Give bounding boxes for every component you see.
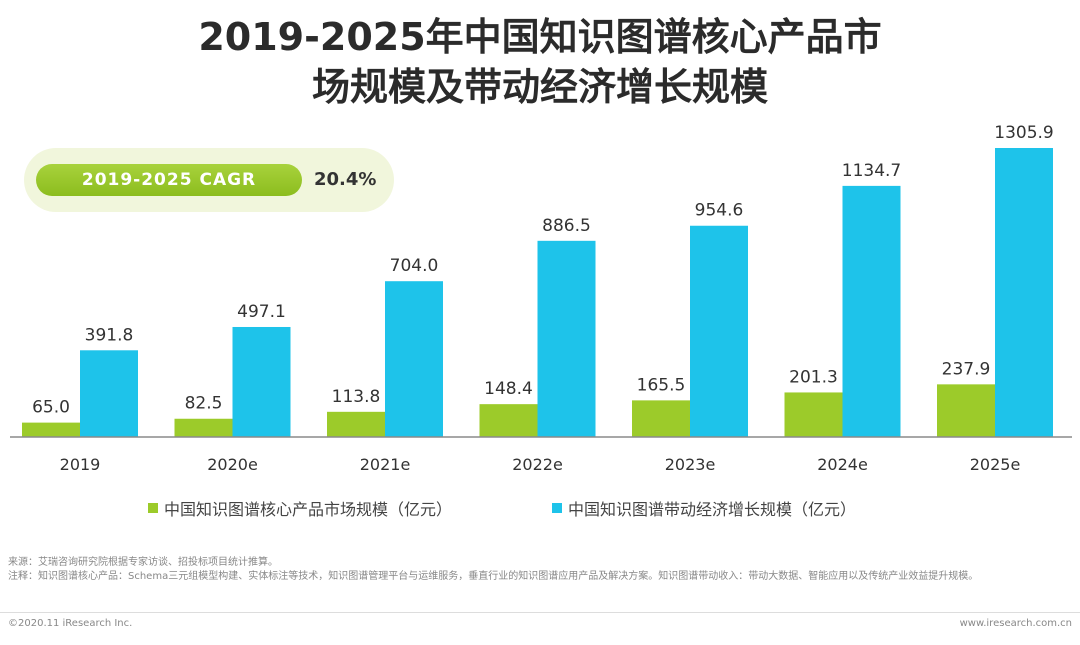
definition-note: 注释：知识图谱核心产品：Schema三元组模型构建、实体标注等技术，知识图谱管理… [8, 571, 979, 582]
core-label-2025e: 237.9 [942, 359, 991, 379]
core-bar-2019 [22, 422, 80, 437]
cagr-value: 20.4% [314, 169, 377, 190]
x-tick-2024e: 2024e [817, 455, 868, 474]
bar-chart: 65.0 391.8 2019 82.5 497.1 2020e 113.8 704.0 202… [10, 123, 1072, 474]
x-tick-2019: 2019 [60, 455, 101, 474]
driven-bar-2024e [842, 185, 901, 437]
driven-label-2019: 391.8 [85, 325, 134, 345]
x-tick-2023e: 2023e [665, 455, 716, 474]
chart-title-line2: 场规模及带动经济增长规模 [311, 65, 768, 109]
driven-bar-2023e [690, 225, 748, 437]
cagr-label: 2019-2025 CAGR [36, 164, 302, 196]
legend-label-core: 中国知识图谱核心产品市场规模（亿元） [164, 500, 453, 519]
core-label-2020e: 82.5 [185, 394, 223, 414]
driven-label-2022e: 886.5 [542, 216, 591, 236]
driven-label-2021e: 704.0 [390, 256, 439, 276]
driven-label-2024e: 1134.7 [842, 161, 901, 181]
legend-item-driven: 中国知识图谱带动经济增长规模（亿元） [552, 496, 856, 520]
legend-item-core: 中国知识图谱核心产品市场规模（亿元） [148, 496, 452, 520]
core-label-2021e: 113.8 [332, 387, 381, 407]
core-bar-2022e [479, 404, 538, 437]
driven-label-2025e: 1305.9 [994, 123, 1053, 143]
core-bar-2023e [632, 400, 690, 437]
core-bar-2021e [327, 411, 385, 437]
cagr-box: 2019-2025 CAGR 20.4% [24, 148, 394, 212]
core-label-2023e: 165.5 [637, 375, 686, 395]
driven-bar-2021e [385, 281, 443, 437]
core-label-2019: 65.0 [32, 398, 70, 418]
core-bar-2025e [937, 384, 995, 437]
core-bar-2024e [784, 392, 843, 437]
legend-swatch-core [148, 503, 158, 513]
driven-bar-2025e [995, 148, 1053, 437]
core-label-2024e: 201.3 [789, 367, 838, 387]
legend-label-driven: 中国知识图谱带动经济增长规模（亿元） [568, 500, 857, 519]
website-url: www.iresearch.com.cn [959, 618, 1072, 629]
source-note: 来源：艾瑞咨询研究院根据专家访谈、招投标项目统计推算。 [8, 557, 278, 568]
x-tick-2020e: 2020e [207, 455, 258, 474]
core-bar-2020e [174, 418, 233, 437]
driven-label-2020e: 497.1 [237, 302, 286, 322]
driven-bar-2022e [537, 240, 596, 437]
driven-bar-2019 [80, 350, 138, 437]
x-tick-2025e: 2025e [970, 455, 1021, 474]
driven-label-2023e: 954.6 [695, 201, 744, 221]
x-tick-2021e: 2021e [360, 455, 411, 474]
chart-title-line1: 2019-2025年中国知识图谱核心产品市 [198, 15, 882, 59]
footnotes: 来源：艾瑞咨询研究院根据专家访谈、招投标项目统计推算。 注释：知识图谱核心产品：… [8, 556, 1072, 584]
driven-bar-2020e [232, 326, 291, 437]
x-tick-2022e: 2022e [512, 455, 563, 474]
legend-swatch-driven [552, 503, 562, 513]
core-label-2022e: 148.4 [484, 379, 533, 399]
divider [0, 612, 1080, 613]
copyright: ©2020.11 iResearch Inc. [8, 618, 133, 629]
